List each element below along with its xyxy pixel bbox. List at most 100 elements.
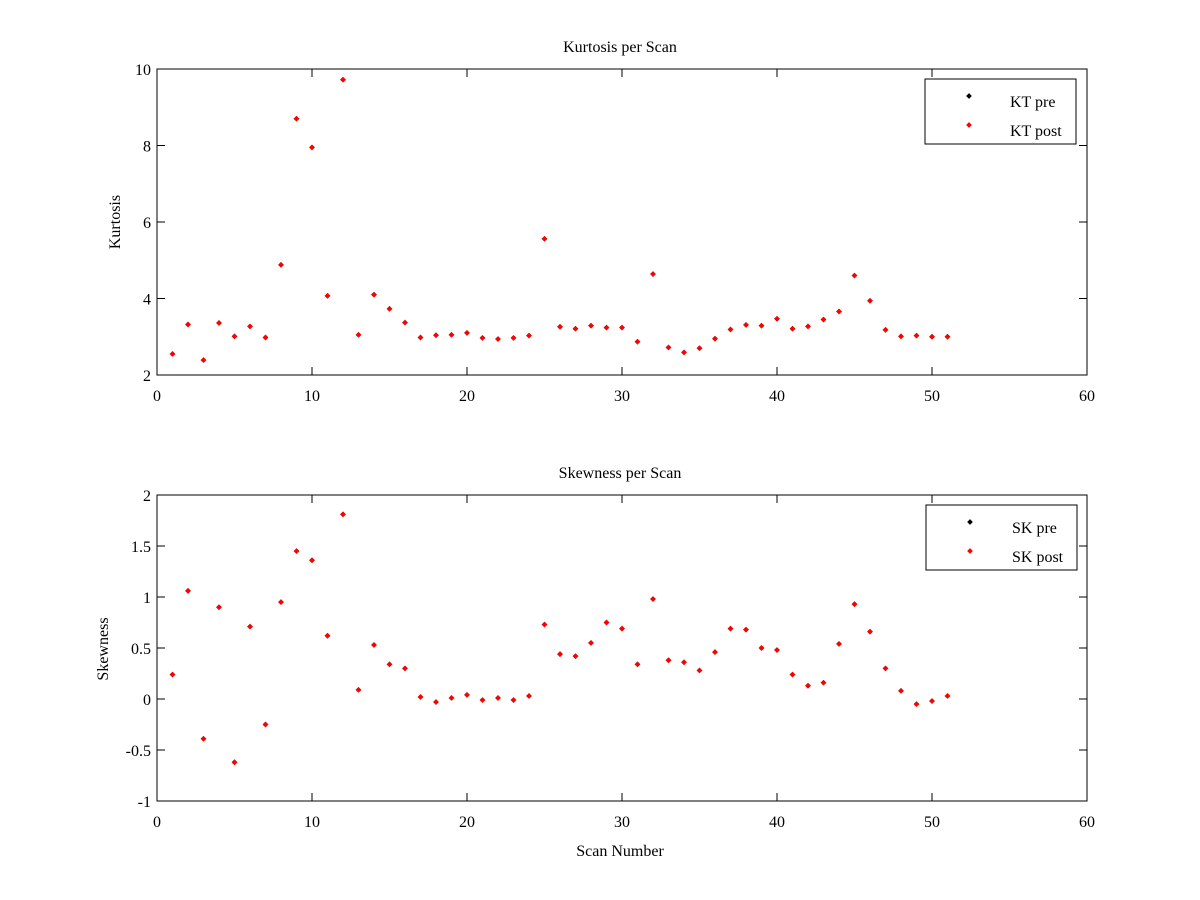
skewness-point-post [231, 759, 238, 766]
skewness-point-post [851, 601, 858, 607]
kurtosis-point-post [944, 333, 951, 340]
skewness-point-post [355, 686, 362, 693]
skewness-title: Skewness per Scan [559, 465, 682, 482]
kurtosis-point-post [340, 76, 346, 83]
kurtosis-point-post [479, 335, 486, 341]
skewness-point-post [216, 604, 222, 611]
skewness-point-post [929, 698, 935, 704]
skewness-xtick-label: 60 [1079, 814, 1095, 831]
kurtosis-point-post [169, 351, 176, 357]
kurtosis-point-post [588, 322, 594, 329]
kurtosis-point-post [820, 316, 827, 323]
skewness-point-post [200, 735, 207, 742]
skewness-point-post [448, 695, 455, 701]
kurtosis-ytick-label: 8 [143, 139, 151, 156]
kurtosis-series-KT-post [169, 76, 951, 363]
kurtosis-point-post [247, 323, 253, 330]
kurtosis-ticks: 0 10 20 30 40 50 60 2 4 6 8 10 [135, 62, 1095, 405]
kurtosis-point-post [293, 115, 300, 122]
skewness-point-post [820, 679, 827, 686]
kurtosis-point-post [433, 332, 439, 339]
kurtosis-xtick-label: 20 [459, 388, 475, 405]
skewness-xtick-label: 20 [459, 814, 475, 831]
skewness-point-post [371, 642, 377, 648]
skewness-point-post [836, 641, 842, 647]
skewness-legend-box [925, 504, 1078, 571]
skewness-point-post [185, 588, 191, 594]
kurtosis-point-post [510, 335, 517, 341]
skewness-ytick-label: -1 [138, 794, 151, 811]
skewness-xtick-label: 30 [614, 814, 630, 831]
skewness-point-post [805, 682, 811, 689]
skewness-ytick-label: 0.5 [131, 641, 151, 658]
skewness-point-post [402, 665, 408, 672]
kurtosis-point-post [355, 332, 362, 338]
skewness-point-post [541, 621, 548, 628]
skewness-point-post [619, 625, 625, 632]
kurtosis-xtick-label: 40 [769, 388, 785, 405]
skewness-point-post [867, 628, 873, 635]
skewness-point-post [944, 693, 951, 699]
skewness-ticks: 0 10 20 30 40 50 60 -1 -0.5 0 0.5 1 1.5 2 [126, 488, 1095, 831]
kurtosis-point-post [774, 315, 780, 322]
skewness-point-post [913, 701, 920, 707]
kurtosis-point-post [836, 308, 842, 315]
kurtosis-point-post [913, 332, 920, 339]
kurtosis-point-post [634, 338, 641, 345]
skewness-point-post [433, 699, 439, 705]
skewness-ytick-label: 1 [143, 590, 151, 607]
skewness-point-post [293, 548, 300, 554]
skewness-point-post [603, 619, 610, 626]
skewness-point-post [572, 653, 579, 659]
kurtosis-xtick-label: 0 [153, 388, 161, 405]
kurtosis-legend-label-pre: KT pre [1010, 94, 1055, 111]
skewness-point-post [169, 671, 176, 678]
skewness-point-post [479, 697, 486, 703]
skewness-point-post [789, 671, 796, 678]
kurtosis-point-post [650, 271, 656, 277]
skewness-xlabel: Scan Number [576, 843, 664, 860]
skewness-point-post [743, 626, 749, 633]
skewness-point-post [309, 557, 315, 564]
kurtosis-title: Kurtosis per Scan [563, 39, 677, 56]
kurtosis-plot: Kurtosis per Scan Kurtosis 0 10 20 30 40 50 60… [107, 39, 1095, 405]
kurtosis-point-post [851, 272, 858, 279]
skewness-point-post [650, 596, 656, 602]
kurtosis-point-post [231, 333, 238, 340]
kurtosis-point-post [386, 305, 393, 312]
skewness-xtick-label: 10 [304, 814, 320, 831]
kurtosis-point-post [867, 297, 873, 304]
kurtosis-ytick-label: 2 [143, 368, 151, 385]
kurtosis-point-post [216, 320, 222, 326]
kurtosis-point-post [665, 344, 672, 351]
skewness-ytick-label: 2 [143, 488, 151, 505]
kurtosis-point-post [495, 336, 501, 342]
skewness-point-post [681, 659, 687, 666]
kurtosis-point-post [681, 349, 687, 356]
kurtosis-point-post [898, 333, 904, 340]
skewness-point-post [386, 661, 393, 668]
skewness-point-post [882, 665, 889, 672]
skewness-xtick-label: 50 [924, 814, 940, 831]
kurtosis-legend-box [924, 78, 1077, 145]
kurtosis-point-post [371, 291, 377, 298]
kurtosis-point-post [402, 319, 408, 326]
skewness-point-post [340, 511, 346, 518]
skewness-point-post [417, 694, 424, 700]
skewness-legend: SK pre SK post [925, 504, 1078, 571]
kurtosis-point-post [526, 332, 532, 339]
kurtosis-point-post [557, 323, 563, 330]
kurtosis-point-post [324, 292, 331, 299]
skewness-legend-marker-pre [967, 519, 973, 525]
kurtosis-point-post [464, 330, 470, 336]
kurtosis-point-post [789, 325, 796, 332]
skewness-point-post [247, 623, 253, 630]
skewness-ytick-label: 0 [143, 692, 151, 709]
skewness-point-post [588, 640, 594, 646]
skewness-point-post [634, 661, 641, 668]
kurtosis-point-post [758, 322, 765, 329]
skewness-point-post [324, 632, 331, 639]
skewness-point-post [898, 688, 904, 694]
kurtosis-point-post [541, 236, 548, 242]
